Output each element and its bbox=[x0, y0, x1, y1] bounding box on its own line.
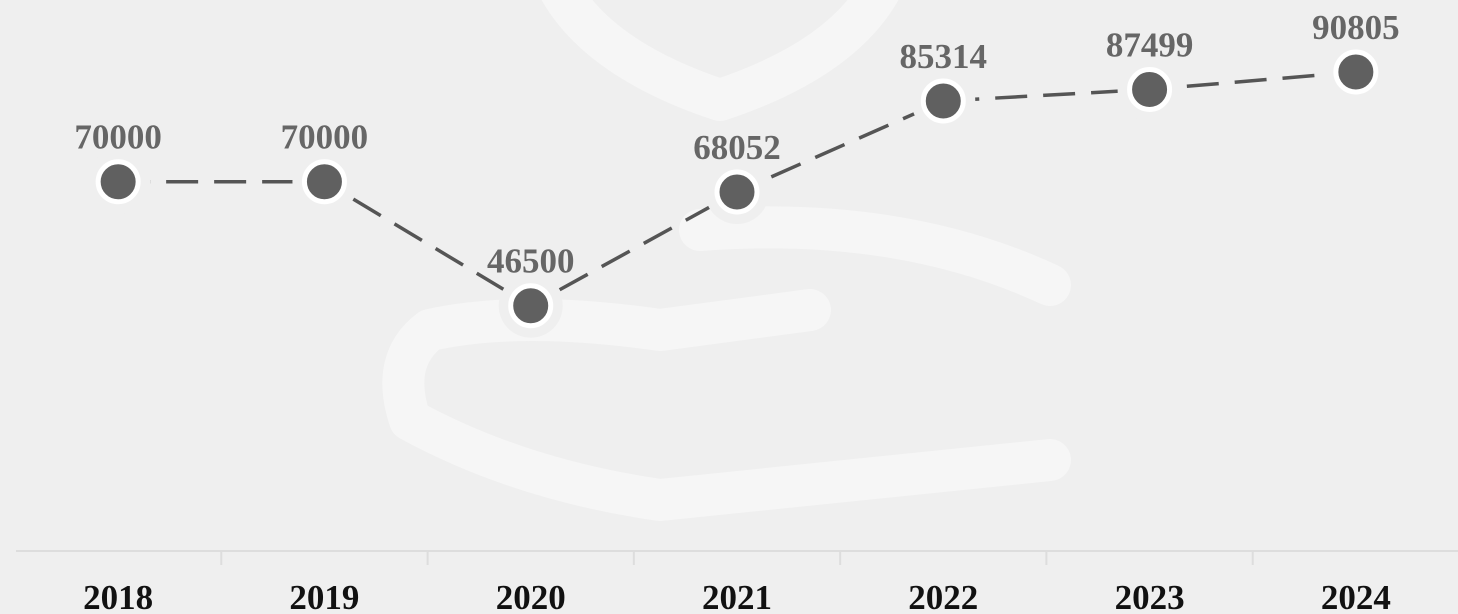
point bbox=[1336, 52, 1376, 92]
x-tick-label: 2021 bbox=[702, 578, 772, 614]
data-label: 70000 bbox=[74, 118, 162, 157]
x-tick-label: 2023 bbox=[1115, 578, 1185, 614]
point bbox=[304, 162, 344, 202]
data-label: 85314 bbox=[900, 37, 988, 76]
x-tick-label: 2022 bbox=[908, 578, 978, 614]
point bbox=[98, 162, 138, 202]
data-label: 90805 bbox=[1312, 8, 1400, 47]
point bbox=[1130, 69, 1170, 109]
page: {"chart_data": {"type": "line", "categor… bbox=[0, 0, 1458, 614]
x-tick-label: 2020 bbox=[496, 578, 566, 614]
data-label: 68052 bbox=[693, 128, 781, 167]
x-tick-label: 2018 bbox=[83, 578, 153, 614]
data-label: 46500 bbox=[487, 242, 575, 281]
x-tick-label: 2024 bbox=[1321, 578, 1391, 614]
x-tick-label: 2019 bbox=[289, 578, 359, 614]
data-label: 70000 bbox=[281, 118, 369, 157]
chart: 2018 2019 2020 2021 2022 2023 2024 70000 70000 46… bbox=[0, 0, 1458, 614]
data-label: 87499 bbox=[1106, 25, 1194, 64]
point bbox=[923, 81, 963, 121]
point bbox=[511, 286, 551, 326]
point bbox=[717, 172, 757, 212]
